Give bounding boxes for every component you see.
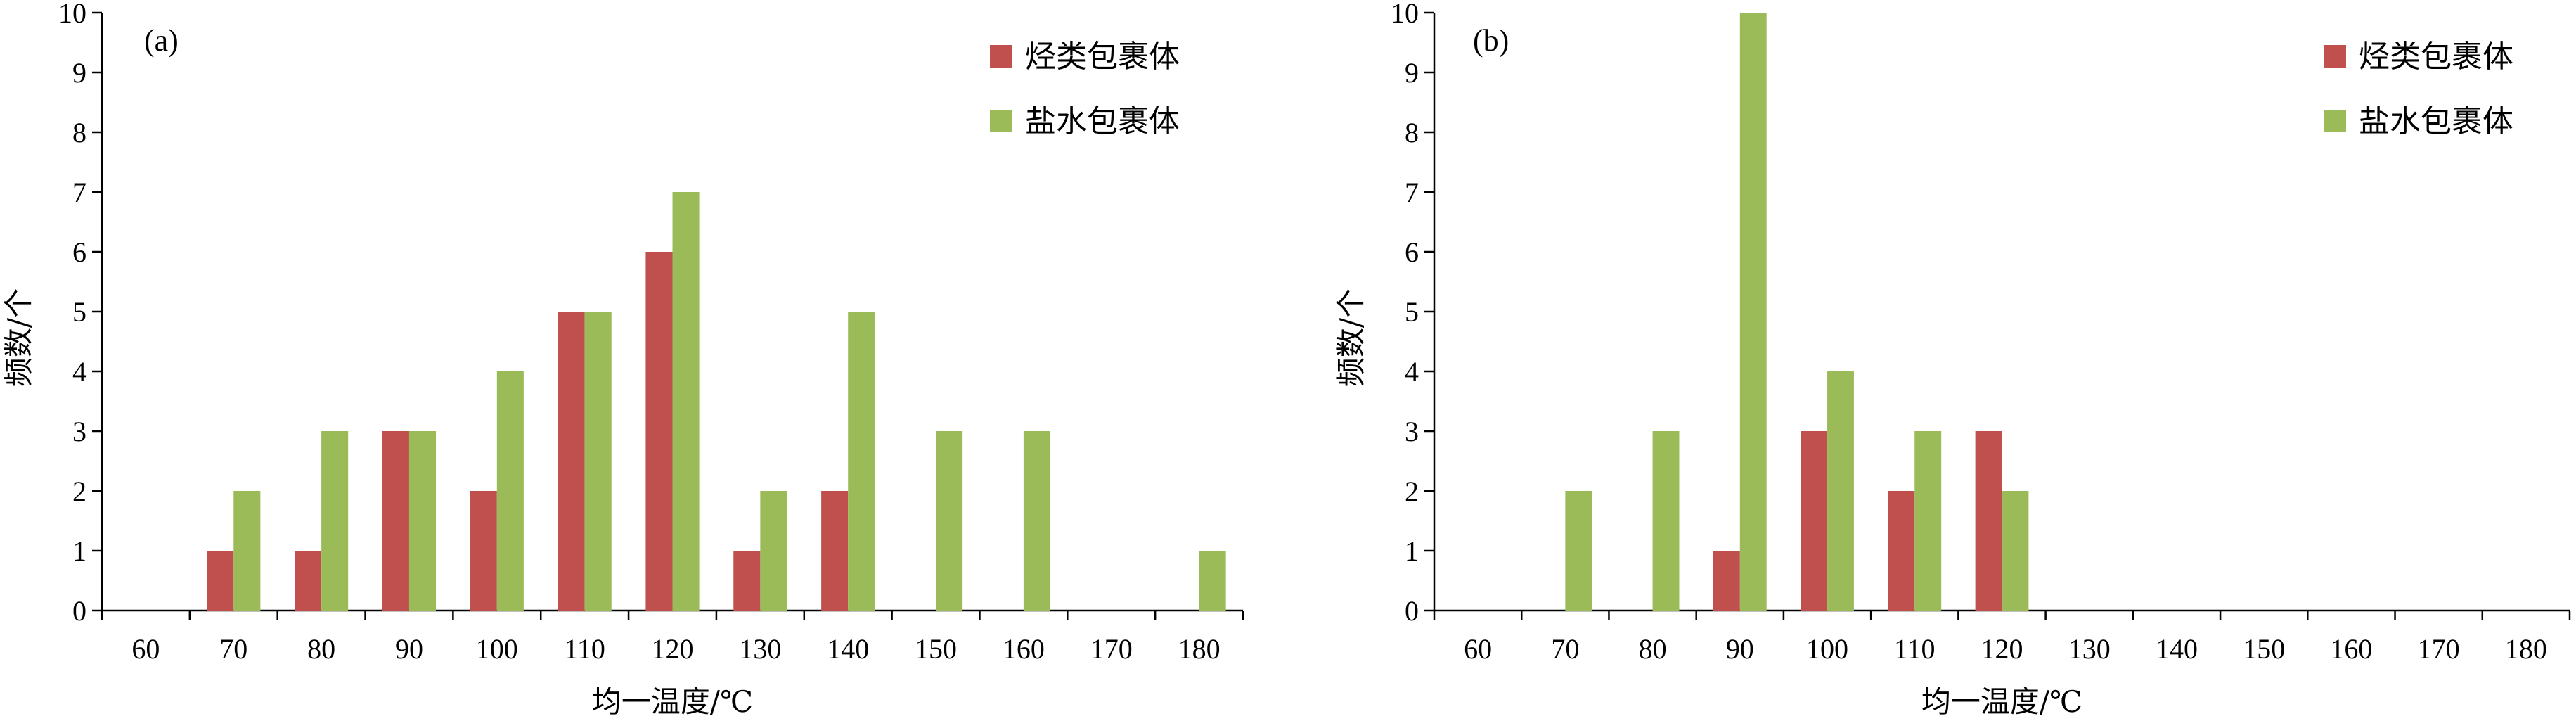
y-tick-label: 9	[72, 57, 86, 89]
x-tick-label: 130	[2068, 633, 2111, 665]
x-tick-label: 110	[564, 633, 605, 665]
bar-hydrocarbon-130	[733, 551, 761, 611]
y-tick-label: 7	[72, 177, 86, 208]
x-tick-label: 70	[219, 633, 247, 665]
y-tick-label: 4	[1405, 356, 1419, 388]
x-tick-label: 140	[827, 633, 869, 665]
y-tick-label: 5	[72, 296, 86, 328]
x-tick-label: 100	[1806, 633, 1848, 665]
x-tick-label: 80	[1639, 633, 1667, 665]
y-tick-label: 7	[1405, 177, 1419, 208]
y-tick-label: 10	[1391, 0, 1419, 29]
legend-label-brine: 盐水包裹体	[2359, 103, 2513, 139]
bar-hydrocarbon-140	[821, 491, 849, 611]
bar-hydrocarbon-110	[1888, 491, 1915, 611]
panel-label: (b)	[1473, 23, 1509, 58]
bar-brine-70	[1565, 491, 1592, 611]
bar-brine-160	[1023, 431, 1050, 611]
bar-hydrocarbon-100	[1801, 431, 1828, 611]
x-tick-label: 90	[395, 633, 423, 665]
x-tick-label: 80	[307, 633, 335, 665]
y-tick-label: 6	[72, 236, 86, 268]
bar-hydrocarbon-70	[207, 551, 234, 611]
x-tick-label: 180	[2505, 633, 2547, 665]
x-tick-label: 120	[1981, 633, 2023, 665]
y-tick-label: 0	[72, 595, 86, 627]
y-tick-label: 2	[1405, 476, 1419, 507]
y-tick-label: 4	[72, 356, 86, 388]
bar-brine-90	[408, 431, 437, 611]
x-axis-title: 均一温度/℃	[592, 684, 753, 719]
y-tick-label: 10	[58, 0, 86, 29]
bar-hydrocarbon-90	[382, 431, 409, 611]
x-tick-label: 110	[1894, 633, 1936, 665]
x-tick-label: 60	[1464, 633, 1492, 665]
chart-panel-b: 0 1 2 3 4 5 6 7 8 9 10 60 70 80 90 100 110 120 130 140 150 16…	[1334, 0, 2571, 719]
bar-brine-120	[2002, 491, 2029, 611]
y-tick-label: 9	[1405, 57, 1419, 89]
x-tick-label: 100	[476, 633, 518, 665]
bar-brine-110	[584, 312, 612, 611]
legend-swatch-brine	[990, 110, 1012, 132]
bar-brine-80	[321, 431, 349, 611]
bar-brine-90	[1739, 13, 1767, 611]
x-tick-label: 170	[2418, 633, 2460, 665]
x-tick-label: 70	[1551, 633, 1579, 665]
x-tick-label: 150	[915, 633, 957, 665]
y-tick-label: 5	[1405, 296, 1419, 328]
legend-swatch-hydrocarbon	[990, 45, 1012, 68]
legend-label-hydrocarbon: 烃类包裹体	[1025, 39, 1180, 75]
x-tick-label: 160	[2330, 633, 2372, 665]
bar-brine-180	[1199, 551, 1226, 611]
x-tick-label: 180	[1178, 633, 1221, 665]
x-tick-label: 140	[2156, 633, 2198, 665]
bar-brine-70	[233, 491, 261, 611]
x-tick-label: 160	[1003, 633, 1045, 665]
y-tick-label: 8	[72, 117, 86, 148]
bar-brine-130	[760, 491, 787, 611]
x-tick-label: 60	[131, 633, 160, 665]
y-tick-label: 0	[1405, 595, 1419, 627]
bar-brine-120	[672, 192, 700, 611]
y-tick-label: 8	[1405, 117, 1419, 148]
bar-hydrocarbon-100	[470, 491, 497, 611]
x-tick-label: 130	[739, 633, 781, 665]
bar-brine-100	[496, 371, 524, 611]
x-axis-title: 均一温度/℃	[1921, 684, 2082, 719]
chart-panel-a: 0 1 2 3 4 5 6 7 8 9 10 60 70 80 90 100 110 120 130 140 150 16…	[1, 0, 1244, 719]
x-tick-label: 90	[1726, 633, 1754, 665]
y-axis-title: 频数/个	[1334, 288, 1368, 387]
y-tick-label: 3	[1405, 416, 1419, 447]
y-tick-label: 1	[72, 535, 86, 567]
legend-swatch-hydrocarbon	[2324, 45, 2346, 68]
bar-brine-110	[1914, 431, 1942, 611]
y-tick-label: 2	[72, 476, 86, 507]
bar-brine-100	[1827, 371, 1854, 611]
x-tick-label: 150	[2243, 633, 2285, 665]
panel-label: (a)	[144, 23, 179, 58]
legend-label-brine: 盐水包裹体	[1025, 103, 1180, 139]
legend-label-hydrocarbon: 烃类包裹体	[2359, 39, 2513, 75]
y-tick-label: 3	[72, 416, 86, 447]
bar-hydrocarbon-120	[645, 252, 673, 611]
bar-hydrocarbon-80	[295, 551, 322, 611]
y-tick-label: 6	[1405, 236, 1419, 268]
bar-hydrocarbon-110	[558, 312, 585, 611]
x-tick-label: 170	[1090, 633, 1133, 665]
bar-brine-140	[848, 312, 875, 611]
x-tick-label: 120	[652, 633, 694, 665]
bar-brine-150	[936, 431, 963, 611]
legend-swatch-brine	[2324, 110, 2346, 132]
bar-brine-80	[1652, 431, 1680, 611]
y-tick-label: 1	[1405, 535, 1419, 567]
bar-hydrocarbon-120	[1975, 431, 2002, 611]
y-axis-title: 频数/个	[1, 288, 36, 387]
bar-hydrocarbon-90	[1713, 551, 1740, 611]
